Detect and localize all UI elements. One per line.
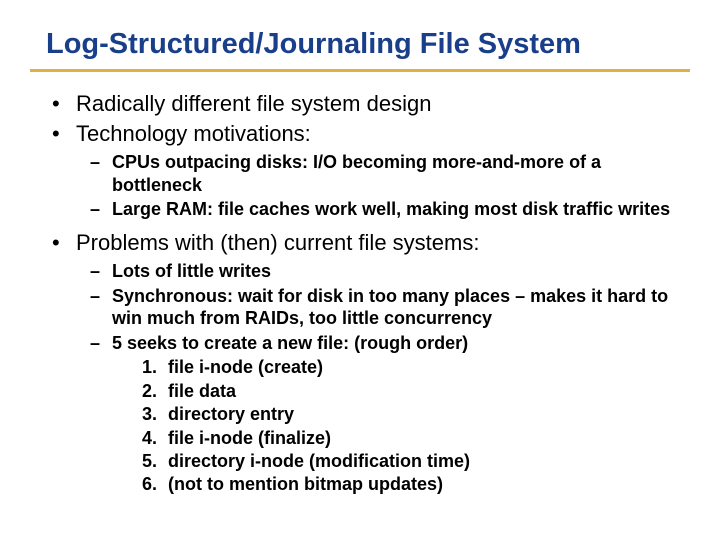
num-text: (not to mention bitmap updates) [168,474,443,494]
bullet-list: Radically different file system design T… [30,90,690,496]
bullet-text: Large RAM: file caches work well, making… [112,199,670,219]
num-text: directory i-node (modification time) [168,451,470,471]
list-item: Lots of little writes [112,260,690,283]
bullet-text: Lots of little writes [112,261,271,281]
list-item: Problems with (then) current file system… [76,229,690,497]
bullet-text: Radically different file system design [76,91,431,116]
sub-list: CPUs outpacing disks: I/O becoming more-… [76,151,690,221]
slide: Log-Structured/Journaling File System Ra… [0,0,720,540]
numbered-list: file i-node (create) file data directory… [112,356,690,496]
list-item: directory i-node (modification time) [168,450,690,473]
list-item: CPUs outpacing disks: I/O becoming more-… [112,151,690,196]
num-text: directory entry [168,404,294,424]
list-item: Large RAM: file caches work well, making… [112,198,690,221]
sub-list: Lots of little writes Synchronous: wait … [76,260,690,496]
title-underline [30,69,690,72]
list-item: file i-node (create) [168,356,690,379]
list-item: 5 seeks to create a new file: (rough ord… [112,332,690,497]
list-item: Synchronous: wait for disk in too many p… [112,285,690,330]
slide-title: Log-Structured/Journaling File System [30,20,690,67]
list-item: file data [168,380,690,403]
num-text: file i-node (finalize) [168,428,331,448]
bullet-text: Problems with (then) current file system… [76,230,479,255]
num-text: file data [168,381,236,401]
bullet-text: Technology motivations: [76,121,311,146]
list-item: directory entry [168,403,690,426]
num-text: file i-node (create) [168,357,323,377]
list-item: file i-node (finalize) [168,427,690,450]
bullet-text: 5 seeks to create a new file: (rough ord… [112,333,468,353]
list-item: (not to mention bitmap updates) [168,473,690,496]
bullet-text: Synchronous: wait for disk in too many p… [112,286,668,329]
list-item: Technology motivations: CPUs outpacing d… [76,120,690,221]
bullet-text: CPUs outpacing disks: I/O becoming more-… [112,152,601,195]
list-item: Radically different file system design [76,90,690,118]
